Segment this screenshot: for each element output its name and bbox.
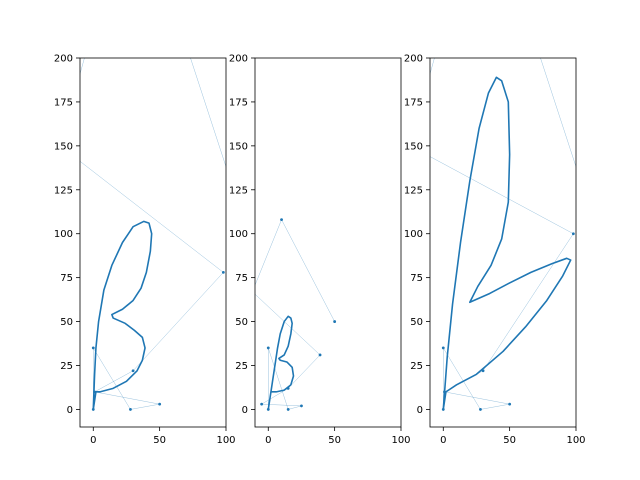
control-point-2: [129, 408, 132, 411]
y-tick-label: 175: [229, 97, 248, 108]
y-tick-label: 75: [60, 273, 73, 284]
x-tick-label: 0: [440, 435, 446, 446]
y-tick-label: 50: [410, 317, 423, 328]
control-point-6: [222, 271, 225, 274]
x-tick-label: 0: [265, 435, 271, 446]
y-tick-label: 125: [404, 185, 423, 196]
x-tick-label: 100: [566, 435, 585, 446]
y-tick-label: 175: [404, 97, 423, 108]
y-tick-label: 100: [54, 229, 73, 240]
y-tick-label: 25: [410, 361, 423, 372]
control-point-2: [479, 408, 482, 411]
y-tick-label: 25: [235, 361, 248, 372]
y-tick-label: 50: [60, 317, 73, 328]
y-tick-label: 150: [54, 141, 73, 152]
y-tick-label: 150: [229, 141, 248, 152]
y-tick-label: 50: [235, 317, 248, 328]
x-tick-label: 0: [90, 435, 96, 446]
x-tick-label: 100: [391, 435, 410, 446]
y-tick-label: 100: [404, 229, 423, 240]
y-tick-label: 0: [242, 405, 248, 416]
y-tick-label: 200: [229, 54, 248, 65]
control-point-6: [572, 232, 575, 235]
x-tick-label: 50: [153, 435, 166, 446]
control-point-3: [508, 403, 511, 406]
y-tick-label: 175: [54, 97, 73, 108]
y-tick-label: 125: [229, 185, 248, 196]
y-tick-label: 25: [60, 361, 73, 372]
control-point-3: [300, 405, 303, 408]
control-point-9: [333, 320, 336, 323]
control-point-1: [92, 347, 95, 350]
y-tick-label: 100: [229, 229, 248, 240]
y-tick-label: 200: [54, 54, 73, 65]
control-point-6: [319, 354, 322, 357]
control-point-5: [132, 369, 135, 372]
y-tick-label: 0: [67, 405, 73, 416]
x-tick-label: 100: [216, 435, 235, 446]
y-tick-label: 75: [235, 273, 248, 284]
y-tick-label: 125: [54, 185, 73, 196]
control-point-8: [280, 218, 283, 221]
y-tick-label: 0: [417, 405, 423, 416]
y-tick-label: 200: [404, 54, 423, 65]
control-point-1: [267, 347, 270, 350]
control-point-1: [442, 347, 445, 350]
y-tick-label: 150: [404, 141, 423, 152]
x-tick-label: 50: [328, 435, 341, 446]
control-point-2: [287, 408, 290, 411]
control-point-3: [158, 403, 161, 406]
control-point-4: [260, 403, 263, 406]
x-tick-label: 50: [503, 435, 516, 446]
y-tick-label: 75: [410, 273, 423, 284]
